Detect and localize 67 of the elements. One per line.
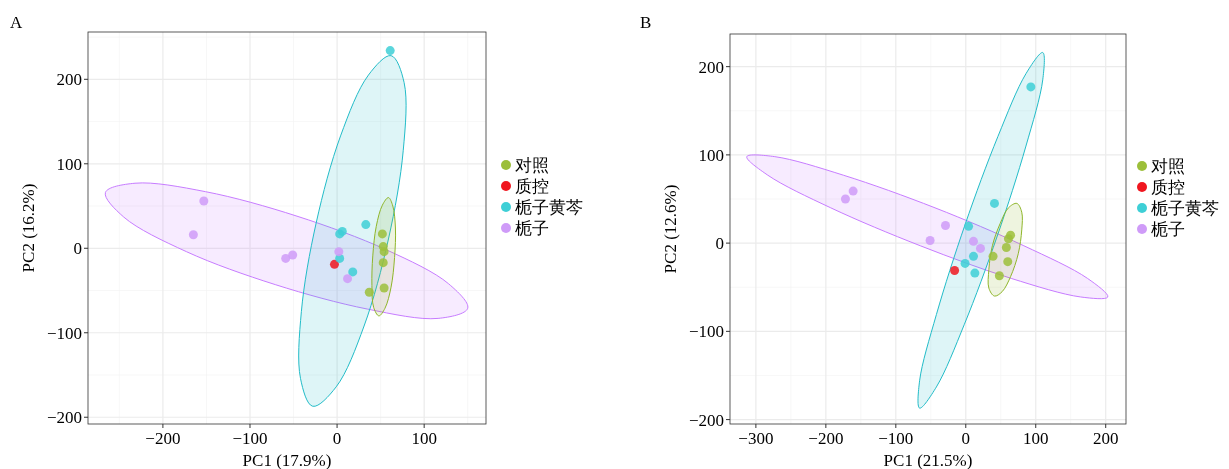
x-axis-title: PC1 (21.5%)	[883, 451, 973, 469]
x-tick-label: −200	[145, 429, 181, 448]
point	[281, 253, 291, 263]
y-tick-label: 0	[715, 234, 724, 254]
legend-label: 栀子	[515, 218, 549, 238]
legend-label: 栀子	[1151, 219, 1185, 239]
point	[334, 247, 344, 257]
x-axis-title: PC1 (17.9%)	[242, 451, 332, 469]
y-tick-label: 0	[73, 239, 82, 259]
x-tick-label: −100	[878, 429, 914, 448]
y-tick-label: 100	[56, 154, 82, 174]
point	[988, 251, 998, 261]
point	[348, 267, 358, 277]
point	[848, 186, 858, 196]
point	[968, 236, 978, 246]
y-tick-label: 200	[56, 70, 82, 90]
x-tick-label: −100	[232, 429, 268, 448]
y-tick-label: −200	[688, 410, 724, 430]
chart-title: A	[10, 13, 23, 32]
legend-label: 质控	[1151, 177, 1185, 197]
point	[361, 220, 371, 230]
y-axis-title: PC2 (16.2%)	[19, 183, 38, 273]
point	[925, 235, 935, 245]
point	[964, 221, 974, 231]
point	[994, 271, 1004, 281]
point	[940, 220, 950, 230]
point	[970, 268, 980, 278]
point	[364, 287, 374, 297]
legend-label: 对照	[515, 155, 549, 175]
point	[960, 258, 970, 268]
point	[975, 243, 985, 253]
point	[989, 198, 999, 208]
point	[329, 259, 339, 269]
legend-label: 质控	[515, 176, 549, 196]
y-tick-label: −100	[46, 323, 82, 343]
point	[1026, 82, 1036, 92]
chart-title: B	[640, 13, 652, 32]
y-tick-label: 200	[698, 57, 724, 77]
legend-label: 栀子黄芩	[1151, 198, 1219, 218]
point	[385, 46, 395, 56]
y-tick-label: −200	[46, 408, 82, 428]
point	[950, 265, 960, 275]
x-tick-label: 0	[961, 429, 971, 448]
point	[968, 251, 978, 261]
y-axis-title: PC2 (12.6%)	[661, 184, 680, 274]
x-tick-label: 100	[1023, 429, 1049, 448]
point	[379, 283, 389, 293]
point	[378, 258, 388, 268]
legend-label: 栀子黄芩	[515, 197, 583, 217]
x-tick-label: 0	[332, 429, 342, 448]
x-tick-label: −300	[738, 429, 774, 448]
point	[1003, 257, 1013, 267]
x-tick-label: 200	[1092, 429, 1119, 448]
y-tick-label: 100	[698, 145, 724, 165]
point	[188, 230, 198, 240]
point	[840, 194, 850, 204]
legend-label: 对照	[1151, 156, 1185, 176]
x-tick-label: 100	[411, 429, 437, 448]
point	[379, 247, 389, 257]
y-tick-label: −100	[688, 322, 724, 342]
x-tick-label: −200	[808, 429, 844, 448]
point	[1001, 243, 1011, 253]
point	[377, 229, 387, 239]
point	[288, 250, 298, 260]
point	[199, 196, 209, 206]
point	[1003, 234, 1013, 244]
point	[343, 274, 353, 284]
